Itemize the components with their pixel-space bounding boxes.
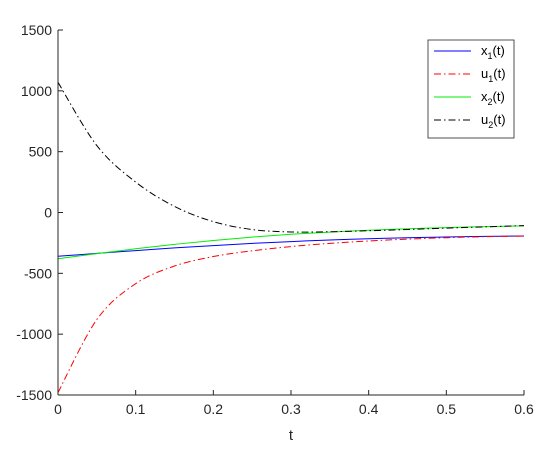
x-tick-label: 0.2 (204, 401, 224, 417)
y-ticks: -1500 -1000 -500 0 500 1000 1500 (16, 22, 63, 403)
y-tick-label: 1500 (21, 22, 52, 38)
y-tick-label: 500 (29, 144, 53, 160)
y-tick-label: 1000 (21, 83, 52, 99)
x-tick-label: 0.6 (514, 401, 534, 417)
y-tick-label: 0 (44, 205, 52, 221)
legend-label: u1(t) (481, 66, 506, 84)
y-tick-label: -1000 (16, 326, 52, 342)
x-tick-label: 0.3 (281, 401, 301, 417)
legend-box (427, 39, 515, 139)
x-ticks: 0 0.1 0.2 0.3 0.4 0.5 0.6 (54, 390, 534, 417)
series-line-2 (57, 235, 525, 393)
legend-items: x1(t) u1(t) x2(t) u2(t) (434, 43, 506, 130)
x-tick-label: 0.5 (437, 401, 457, 417)
y-tick-label: -1500 (16, 387, 52, 403)
series-line-3 (57, 225, 525, 260)
legend-label: u2(t) (481, 112, 506, 130)
x-tick-label: 0.1 (126, 401, 146, 417)
legend-label: x1(t) (481, 43, 505, 61)
y-tick-label: -500 (24, 265, 52, 281)
series-line-1 (57, 235, 525, 257)
x-tick-label: 0.4 (359, 401, 379, 417)
series-layer (57, 82, 525, 393)
x-axis-label: t (289, 427, 294, 444)
legend: x1(t) u1(t) x2(t) u2(t) (427, 39, 515, 139)
legend-label: x2(t) (481, 89, 505, 107)
x-tick-label: 0 (54, 401, 62, 417)
series-line-4 (57, 82, 525, 233)
